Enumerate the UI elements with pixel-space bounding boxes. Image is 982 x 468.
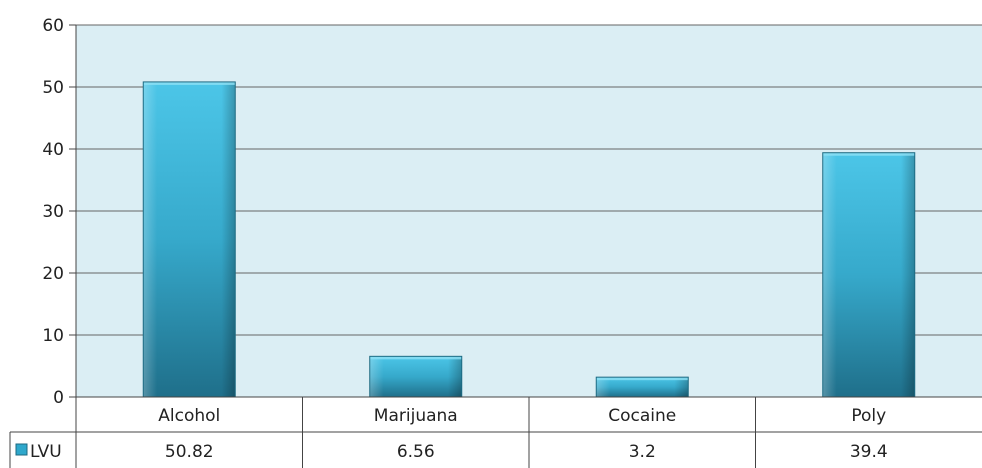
data-table-value: 50.82 — [165, 442, 214, 462]
legend-key — [15, 443, 28, 456]
bar — [822, 152, 916, 398]
data-table-value: 6.56 — [397, 442, 435, 462]
legend-series-name: LVU — [30, 442, 62, 462]
data-table-value: 39.4 — [850, 442, 888, 462]
x-category-label: Poly — [851, 406, 886, 426]
x-category-label: Marijuana — [374, 406, 458, 426]
bar-top-highlight — [369, 356, 462, 360]
y-tick-label: 60 — [42, 16, 64, 36]
bar-shade — [822, 152, 915, 397]
bar-top-highlight — [596, 377, 689, 381]
y-tick-label: 40 — [42, 140, 64, 160]
x-category-label: Cocaine — [608, 406, 676, 426]
y-tick-label: 30 — [42, 202, 64, 222]
y-tick-label: 50 — [42, 78, 64, 98]
bar-shade — [596, 377, 689, 397]
y-tick-label: 10 — [42, 326, 64, 346]
bar — [369, 355, 463, 398]
y-tick-label: 20 — [42, 264, 64, 284]
data-table-value: 3.2 — [629, 442, 656, 462]
bar-shade — [143, 81, 236, 397]
bar — [142, 81, 236, 398]
bar-top-highlight — [143, 81, 236, 85]
bar — [595, 376, 689, 398]
x-category-label: Alcohol — [158, 406, 220, 426]
bar-shade — [369, 356, 462, 397]
y-tick-label: 0 — [53, 388, 64, 408]
bar-top-highlight — [822, 152, 915, 156]
